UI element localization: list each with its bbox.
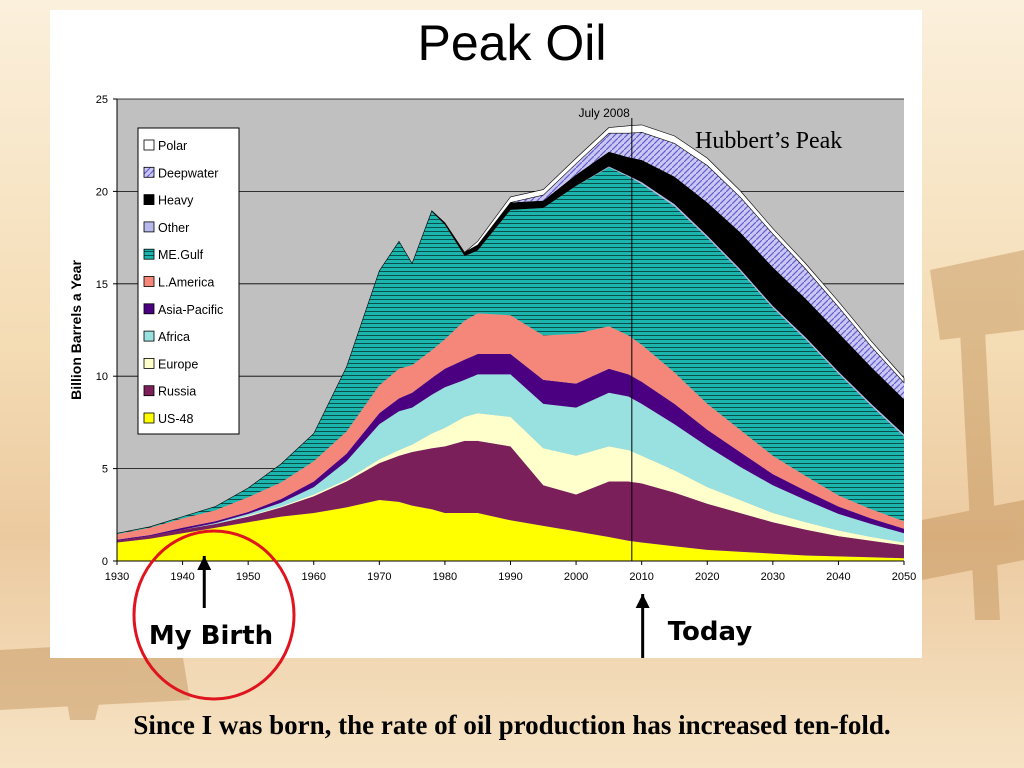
legend-label-africa: Africa <box>158 330 190 344</box>
legend-label-russia: Russia <box>158 385 196 399</box>
legend-swatch-me-gulf <box>143 248 155 260</box>
hubbert-peak-label: Hubbert’s Peak <box>695 128 842 154</box>
area-africa <box>117 374 904 543</box>
slide-title: Peak Oil <box>417 15 607 71</box>
y-tick-label-10: 10 <box>96 371 108 383</box>
legend-swatch-other <box>143 221 155 233</box>
today-label: Today <box>668 617 753 647</box>
area-me-gulf <box>117 167 904 535</box>
x-tick-label-1960: 1960 <box>302 571 326 583</box>
legend-swatch-l-america <box>143 276 155 287</box>
y-tick-label-15: 15 <box>96 279 108 291</box>
legend-swatch-polar <box>143 139 155 151</box>
legend-label-l-america: L.America <box>158 276 214 290</box>
x-tick-label-1950: 1950 <box>236 571 260 583</box>
x-tick-label-1930: 1930 <box>105 571 129 583</box>
x-tick-label-1980: 1980 <box>433 571 457 583</box>
arrow-head <box>635 594 650 608</box>
arrow-head <box>197 556 212 570</box>
slide-caption: Since I was born, the rate of oil produc… <box>133 710 891 740</box>
y-axis-label: Billion Barrels a Year <box>68 260 84 400</box>
y-tick-label-25: 25 <box>96 94 108 106</box>
x-tick-label-2000: 2000 <box>564 571 588 583</box>
tick-labels: 1930 1940 1950 1960 1970 1980 1990 2000 2010 2020… <box>96 94 916 583</box>
peak-label: July 2008 <box>578 106 630 120</box>
legend-swatch-africa <box>143 330 155 342</box>
legend-label-asia-pacific: Asia-Pacific <box>158 303 223 317</box>
x-tick-label-1970: 1970 <box>367 571 391 583</box>
legend-swatch-heavy <box>143 194 155 206</box>
x-tick-label-2030: 2030 <box>761 571 785 583</box>
legend-label-me-gulf: ME.Gulf <box>158 248 204 262</box>
y-tick-label-5: 5 <box>102 464 108 476</box>
legend-label-us-48: US-48 <box>158 412 193 426</box>
y-tick-label-20: 20 <box>96 186 108 198</box>
x-tick-label-2050: 2050 <box>892 571 916 583</box>
x-tick-label-2040: 2040 <box>826 571 850 583</box>
legend-label-heavy: Heavy <box>158 194 194 208</box>
area-europe <box>117 413 904 546</box>
legend-label-europe: Europe <box>158 357 198 371</box>
legend-swatch-russia <box>143 385 155 397</box>
stacked-areas <box>116 124 905 561</box>
birth-circle <box>132 529 296 701</box>
area-us-48 <box>117 500 904 561</box>
legend: Polar Deepwater Heavy Other ME.Gulf L.America… <box>137 127 240 435</box>
today-arrow <box>635 594 650 658</box>
legend-label-deepwater: Deepwater <box>158 166 218 180</box>
legend-box <box>137 127 240 435</box>
area-polar <box>116 124 905 534</box>
legend-label-polar: Polar <box>158 139 187 153</box>
birth-arrow <box>197 556 212 608</box>
legend-label-other: Other <box>158 221 189 235</box>
x-tick-label-1940: 1940 <box>170 571 194 583</box>
x-tick-label-2010: 2010 <box>629 571 653 583</box>
area-russia <box>117 440 904 559</box>
legend-swatch-asia-pacific <box>143 303 155 315</box>
legend-swatch-deepwater <box>143 166 155 178</box>
x-tick-label-2020: 2020 <box>695 571 719 583</box>
birth-label: My Birth <box>149 621 273 651</box>
legend-swatch-europe <box>143 357 155 369</box>
x-tick-label-1990: 1990 <box>498 571 522 583</box>
y-tick-label-0: 0 <box>102 556 108 568</box>
legend-swatch-us-48 <box>143 412 155 424</box>
area-l-america <box>117 313 904 540</box>
